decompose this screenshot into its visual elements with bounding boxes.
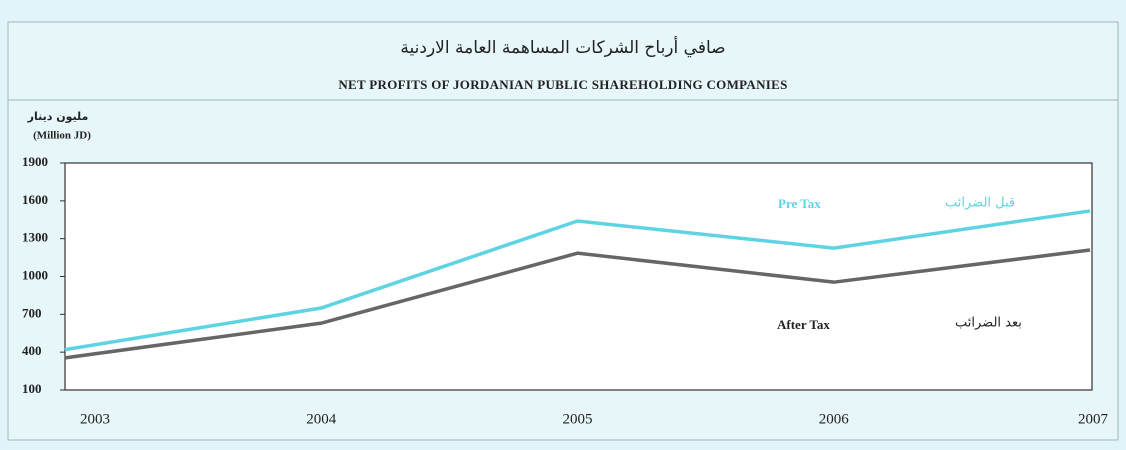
y-tick-label: 1000 [22, 267, 48, 282]
series-label: After Tax [777, 317, 830, 332]
x-tick-label: 2004 [306, 411, 337, 427]
x-tick-label: 2003 [80, 411, 110, 427]
y-axis-label: مليون دينار [27, 110, 89, 123]
x-tick-label: 2005 [563, 411, 593, 427]
annotation: قبل الضرائب [945, 196, 1015, 211]
y-tick-label: 1600 [22, 192, 48, 207]
line [64, 248, 1091, 360]
series-label: Pre Tax [778, 196, 821, 211]
y-tick-label: 1300 [22, 230, 48, 245]
line [64, 209, 1091, 352]
x-tick-label: 2007 [1078, 411, 1109, 427]
y-tick-label: 700 [22, 305, 42, 320]
y-axis-unit: (Million JD) [33, 130, 91, 142]
chart-subtitle: NET PROFITS OF JORDANIAN PUBLIC SHAREHOL… [338, 77, 787, 92]
plot-area [64, 162, 1093, 391]
y-tick-label: 1900 [22, 154, 48, 169]
annotation: بعد الضرائب [955, 316, 1022, 331]
y-tick-label: 100 [22, 381, 42, 396]
y-tick-label: 400 [22, 343, 42, 358]
x-tick-label: 2006 [819, 411, 850, 427]
chart-title: صافي أرباح الشركات المساهمة العامة الارد… [400, 36, 725, 58]
